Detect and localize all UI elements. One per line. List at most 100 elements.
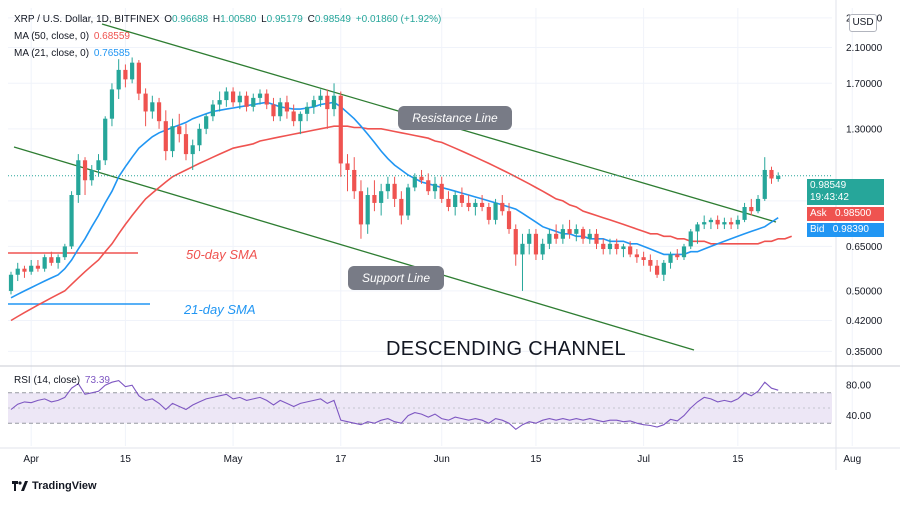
candle bbox=[56, 254, 61, 269]
candle bbox=[473, 198, 478, 216]
currency-button[interactable]: USD bbox=[849, 14, 877, 32]
tradingview-logo[interactable]: TradingView bbox=[12, 480, 97, 492]
symbol-name: XRP / U.S. Dollar, 1D, BITFINEX bbox=[14, 14, 160, 25]
candle bbox=[554, 224, 559, 244]
close-label: C bbox=[307, 14, 315, 25]
candle bbox=[446, 191, 451, 212]
candle bbox=[365, 187, 370, 234]
candle-body bbox=[500, 202, 505, 212]
candle-body bbox=[264, 93, 269, 105]
candle-body bbox=[708, 219, 714, 223]
trendlines bbox=[8, 23, 777, 351]
candle-body bbox=[42, 257, 47, 269]
candle bbox=[82, 157, 88, 196]
time-tick-label: 15 bbox=[732, 454, 744, 465]
candle bbox=[29, 259, 34, 275]
candle-body bbox=[614, 243, 619, 250]
candle bbox=[103, 116, 108, 166]
candle bbox=[163, 110, 168, 161]
high-value: 1.00580 bbox=[220, 14, 257, 25]
candle bbox=[210, 100, 215, 122]
candle bbox=[358, 180, 364, 239]
candle-body bbox=[345, 163, 350, 170]
candle-body bbox=[681, 246, 687, 258]
candle-body bbox=[271, 104, 276, 117]
rsi-value: 73.39 bbox=[84, 375, 110, 386]
time-tick-label: Jul bbox=[637, 454, 650, 465]
candle-body bbox=[177, 126, 182, 135]
sma50-annotation: 50-day SMA bbox=[186, 247, 258, 262]
last-price-tag: 0.98549 19:43:42 bbox=[807, 179, 884, 205]
candle-body bbox=[446, 198, 451, 207]
time-tick-label: 15 bbox=[120, 454, 132, 465]
candle bbox=[419, 169, 424, 184]
candle-body bbox=[493, 202, 498, 220]
candle-body bbox=[702, 222, 707, 225]
time-tick-label: Apr bbox=[23, 454, 39, 465]
candle bbox=[136, 60, 141, 101]
candle-body bbox=[305, 106, 310, 114]
candle bbox=[305, 102, 310, 122]
candle bbox=[715, 215, 720, 230]
candle-body bbox=[143, 93, 148, 112]
candle-body bbox=[372, 195, 377, 203]
support-line bbox=[13, 146, 695, 351]
candle bbox=[62, 243, 67, 260]
candle bbox=[291, 104, 296, 127]
candle bbox=[311, 95, 316, 114]
candle bbox=[42, 254, 47, 272]
candle-body bbox=[136, 62, 141, 94]
candle-body bbox=[486, 206, 491, 220]
candle bbox=[634, 249, 639, 263]
candle-body bbox=[554, 233, 559, 239]
candle-body bbox=[318, 95, 323, 101]
candle bbox=[8, 271, 14, 295]
candle bbox=[755, 195, 761, 214]
price-tick-label: 0.42000 bbox=[846, 316, 883, 327]
candle-body bbox=[69, 195, 74, 247]
candle-body bbox=[244, 95, 249, 107]
support-callout: Support Line bbox=[348, 266, 444, 290]
candle bbox=[278, 97, 283, 122]
candle-body bbox=[123, 69, 128, 80]
candle-body bbox=[419, 176, 424, 181]
candle bbox=[183, 123, 189, 161]
candle-body bbox=[641, 257, 646, 260]
candle bbox=[170, 118, 175, 158]
candle bbox=[540, 238, 545, 260]
candle bbox=[601, 238, 606, 255]
candle bbox=[338, 91, 343, 177]
candle-body bbox=[298, 113, 303, 122]
candle-body bbox=[755, 198, 761, 212]
candle bbox=[614, 238, 619, 255]
tradingview-icon bbox=[12, 481, 28, 491]
resistance-callout: Resistance Line bbox=[398, 106, 512, 130]
candle bbox=[574, 224, 579, 242]
candle-body bbox=[628, 246, 633, 255]
candle bbox=[580, 226, 586, 244]
candle bbox=[318, 89, 323, 107]
candle-body bbox=[22, 268, 27, 272]
ma50-value: 0.68559 bbox=[93, 31, 130, 42]
candle-body bbox=[533, 233, 539, 255]
candle bbox=[594, 229, 599, 250]
ma50-line bbox=[10, 125, 792, 322]
candle bbox=[708, 217, 714, 230]
candle-body bbox=[190, 145, 195, 155]
candle bbox=[150, 95, 155, 119]
candle-body bbox=[156, 102, 162, 122]
candle bbox=[466, 195, 471, 212]
symbol-legend: XRP / U.S. Dollar, 1D, BITFINEX O0.96688… bbox=[14, 14, 441, 25]
candle-body bbox=[291, 111, 296, 122]
candle-body bbox=[109, 89, 115, 119]
candle-body bbox=[89, 169, 94, 181]
price-tick-label: 2.10000 bbox=[846, 43, 883, 54]
candle-body bbox=[29, 265, 34, 272]
candle-body bbox=[284, 102, 290, 112]
candle-body bbox=[399, 198, 404, 216]
rsi-line bbox=[10, 379, 779, 430]
candle bbox=[695, 222, 700, 244]
candle-body bbox=[567, 229, 572, 234]
